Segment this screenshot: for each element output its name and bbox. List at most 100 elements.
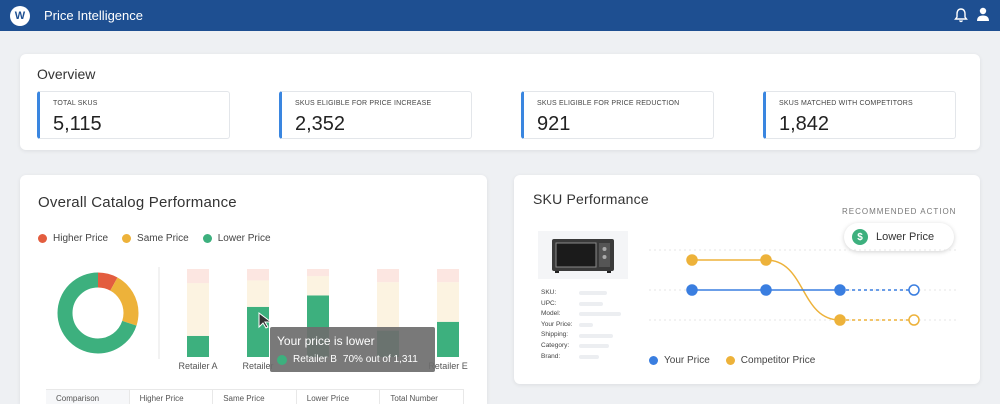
sku-title: SKU Performance (533, 191, 649, 207)
logo[interactable]: W (10, 5, 30, 26)
bar-tooltip: Your price is lower Retailer B 70% out o… (270, 327, 435, 372)
your-price-point-2[interactable] (760, 284, 772, 296)
tooltip-body: Retailer B 70% out of 1,311 (277, 354, 418, 365)
sku-field-row: Your Price: (541, 320, 621, 331)
sku-field-row: UPC: (541, 299, 621, 310)
competitor-price-point-4[interactable] (908, 314, 920, 326)
field-value-placeholder (579, 344, 609, 349)
bar-retailer-e-higher-price[interactable] (437, 269, 459, 283)
sku-field-row: Category: (541, 341, 621, 352)
bar-retailer-a-lower-price[interactable] (187, 335, 209, 357)
field-label: Model: (541, 310, 561, 318)
bar-label-retailer-a: Retailer A (178, 361, 217, 371)
sku-field-row: SKU: (541, 288, 621, 299)
legend-label: Higher Price (53, 233, 109, 244)
legend-same-price[interactable]: Same Price (122, 233, 189, 244)
stat-value: 921 (537, 113, 571, 135)
bar-label-retailer-e: Retailer E (428, 361, 468, 371)
bar-retailer-a-same-price[interactable] (187, 283, 209, 336)
bar-retailer-a-higher-price[interactable] (187, 269, 209, 284)
field-label: Brand: (541, 352, 561, 360)
stat-total-skus[interactable]: TOTAL SKUs 5,115 (37, 91, 230, 139)
competitor-price-point-3[interactable] (834, 314, 846, 326)
table-tab-lower-price[interactable]: Lower Price (297, 390, 381, 404)
legend-dot (725, 356, 735, 365)
logo-letter: W (14, 9, 26, 22)
overview-title: Overview (37, 66, 96, 82)
sku-field-row: Model: (541, 309, 621, 320)
mouse-cursor-icon (258, 312, 273, 329)
stat-label: SKUs ELIGIBLE FOR PRICE INCREASE (295, 100, 432, 107)
field-value-placeholder (579, 333, 613, 338)
user-icon[interactable] (976, 6, 990, 22)
donut-slice-same-price[interactable] (57, 272, 139, 354)
tooltip-dot (277, 354, 287, 365)
bar-retailer-b-higher-price[interactable] (247, 269, 269, 281)
stat-label: SKUs ELIGIBLE FOR PRICE REDUCTION (537, 100, 680, 107)
tooltip-title: Your price is lower (277, 334, 375, 348)
bar-retailer-c-higher-price[interactable] (307, 269, 329, 277)
your-price-point-1[interactable] (686, 284, 698, 296)
stat-price-reduction[interactable]: SKUs ELIGIBLE FOR PRICE REDUCTION 921 (521, 91, 714, 139)
app-title: Price Intelligence (44, 8, 143, 23)
legend-dot (649, 356, 658, 365)
comparison-table-header: Comparison Higher Price Same Price Lower… (46, 389, 464, 404)
legend-dot (38, 234, 47, 243)
catalog-legend: Higher Price Same Price Lower Price (38, 233, 271, 244)
field-value-placeholder (579, 312, 621, 317)
your-price-point-3[interactable] (834, 284, 846, 296)
your-price-point-4[interactable] (908, 284, 920, 296)
sku-details: SKU: UPC: Model: Your Price: Shipping: C… (541, 288, 621, 362)
sku-field-row: Shipping: (541, 330, 621, 341)
bar-retailer-d-same-price[interactable] (377, 282, 399, 331)
legend-your-price[interactable]: Your Price (649, 355, 710, 366)
field-value-placeholder (579, 323, 593, 328)
table-tab-same-price[interactable]: Same Price (213, 390, 297, 404)
stat-price-increase[interactable]: SKUs ELIGIBLE FOR PRICE INCREASE 2,352 (279, 91, 472, 139)
sku-price-line-chart[interactable] (644, 235, 964, 350)
top-bar: W Price Intelligence (0, 0, 1000, 31)
bar-retailer-c-same-price[interactable] (307, 276, 329, 296)
field-label: Your Price: (541, 320, 573, 328)
legend-label: Competitor Price (740, 355, 816, 366)
tooltip-detail: 70% out of 1,311 (342, 354, 418, 365)
field-value-placeholder (579, 291, 607, 296)
field-label: Category: (541, 341, 570, 349)
recommended-action-value: Lower Price (876, 231, 935, 243)
bar-retailer-e-lower-price[interactable] (437, 321, 459, 357)
field-label: Shipping: (541, 331, 569, 339)
legend-competitor-price[interactable]: Competitor Price (725, 355, 816, 366)
stat-label: TOTAL SKUs (53, 100, 98, 107)
table-tab-total-number[interactable]: Total Number (380, 390, 464, 404)
table-tab-comparison[interactable]: Comparison (46, 390, 130, 404)
sku-field-row: Brand: (541, 352, 621, 363)
bar-retailer-b-same-price[interactable] (247, 280, 269, 307)
product-image-microwave (538, 231, 628, 279)
tooltip-retailer: Retailer B (293, 354, 337, 365)
legend-label: Your Price (664, 355, 710, 366)
competitor-price-point-2[interactable] (760, 254, 772, 266)
field-label: SKU: (541, 289, 557, 296)
legend-dot (202, 234, 212, 243)
recommended-action-button[interactable]: $ Lower Price (844, 223, 954, 251)
donut-slice-lower-price[interactable] (57, 272, 139, 354)
stat-value: 2,352 (295, 113, 346, 135)
bar-label-retailer-b: Retailer (242, 361, 273, 371)
bell-icon[interactable] (954, 7, 968, 23)
stat-value: 5,115 (53, 113, 102, 135)
legend-label: Lower Price (217, 233, 271, 244)
overview-card: Overview TOTAL SKUs 5,115 SKUs ELIGIBLE … (20, 54, 980, 150)
bar-retailer-d-higher-price[interactable] (377, 269, 399, 283)
stat-matched-competitors[interactable]: SKUs MATCHED WITH COMPETITORS 1,842 (763, 91, 956, 139)
bar-retailer-e-same-price[interactable] (437, 282, 459, 322)
dollar-icon: $ (852, 229, 868, 245)
legend-higher-price[interactable]: Higher Price (38, 233, 108, 244)
table-tab-higher-price[interactable]: Higher Price (130, 390, 214, 404)
field-value-placeholder (579, 354, 599, 359)
competitor-price-point-1[interactable] (686, 254, 698, 266)
legend-lower-price[interactable]: Lower Price (202, 233, 271, 244)
recommended-action-label: RECOMMENDED ACTION (842, 207, 957, 216)
legend-label: Same Price (137, 233, 189, 244)
donut-chart[interactable] (56, 271, 140, 355)
stat-label: SKUs MATCHED WITH COMPETITORS (779, 100, 913, 107)
